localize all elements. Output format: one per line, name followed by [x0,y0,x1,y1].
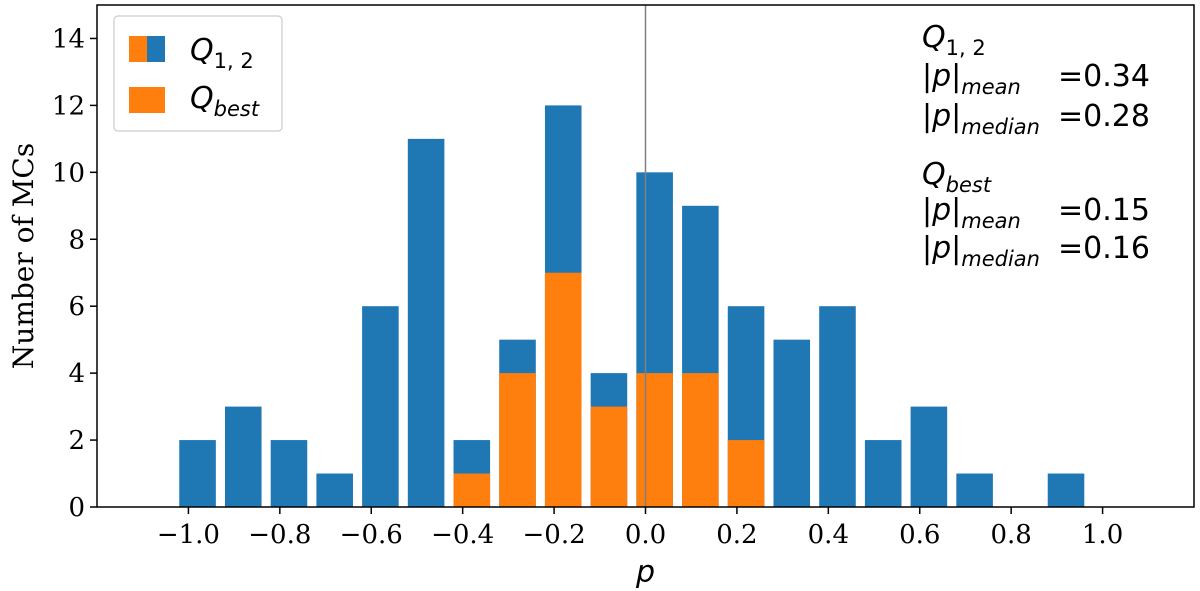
legend-swatch-orange [129,36,147,62]
x-axis-label: p [635,555,655,590]
bar-q12-3 [316,473,353,507]
stats-annotation: Q1, 2 |p|mean =0.34 |p|median =0.28 Qbest … [922,20,1150,271]
y-tick-label: 8 [68,225,85,255]
bar-q12-14 [819,306,856,507]
annotation-q12-mean: |p|mean =0.34 [922,59,1150,99]
x-tick-label: −0.2 [523,520,586,550]
bar-q12-16 [910,406,948,507]
x-tick-label: −0.6 [340,520,403,550]
legend-swatch-orange [129,87,165,113]
annotation-qbest-mean: |p|mean =0.15 [922,193,1150,233]
legend-label-q12: Q1, 2 [190,33,254,73]
bar-q12-2 [270,440,308,507]
y-axis-ticks: 0 2 4 6 8 10 12 14 [52,24,97,523]
bar-q12-15 [864,440,902,507]
bar-qbest-6 [453,473,491,507]
annotation-header-q12: Q1, 2 [922,20,986,60]
y-tick-label: 0 [68,493,85,523]
legend: Q1, 2 Qbest [113,15,283,132]
bar-qbest-9 [590,406,628,507]
bar-q12-0 [179,440,216,507]
q12-series-bars [179,105,1085,508]
x-tick-label: 0.0 [625,520,666,550]
y-tick-label: 14 [52,24,85,54]
bar-qbest-12 [727,440,765,507]
bar-qbest-7 [499,373,536,507]
y-tick-label: 10 [52,158,85,188]
y-tick-label: 12 [52,91,85,121]
y-axis-label: Number of MCs [7,143,40,369]
legend-label-qbest: Qbest [190,81,260,121]
bar-q12-5 [407,138,445,507]
annotation-q12-median: |p|median =0.28 [922,99,1150,139]
bar-q12-1 [224,406,262,507]
bar-q12-17 [956,473,993,507]
bar-q12-19 [1047,473,1085,507]
x-tick-label: 1.0 [1082,520,1123,550]
x-tick-label: 0.4 [808,520,849,550]
legend-swatch-blue [147,36,165,62]
y-tick-label: 6 [68,292,85,322]
annotation-header-qbest: Qbest [922,157,992,197]
x-tick-label: −0.8 [248,520,311,550]
legend-entry-q12: Q1, 2 [129,33,254,73]
x-tick-label: 0.6 [899,520,940,550]
bar-qbest-10 [636,373,673,507]
bar-q12-13 [773,339,811,507]
bar-qbest-8 [544,272,582,507]
bar-qbest-11 [682,373,719,507]
qbest-series-bars [453,272,765,507]
annotation-qbest-median: |p|median =0.16 [922,231,1150,271]
x-tick-label: 0.8 [990,520,1031,550]
x-tick-label: −1.0 [157,520,220,550]
y-tick-label: 2 [68,426,85,456]
bar-q12-4 [362,306,399,507]
x-axis-ticks: −1.0 −0.8 −0.6 −0.4 −0.2 0.0 0.2 0.4 0.6 0.8 1.0 [157,507,1123,550]
legend-entry-qbest: Qbest [129,81,260,121]
x-tick-label: −0.4 [431,520,494,550]
y-tick-label: 4 [68,359,85,389]
x-tick-label: 0.2 [716,520,757,550]
